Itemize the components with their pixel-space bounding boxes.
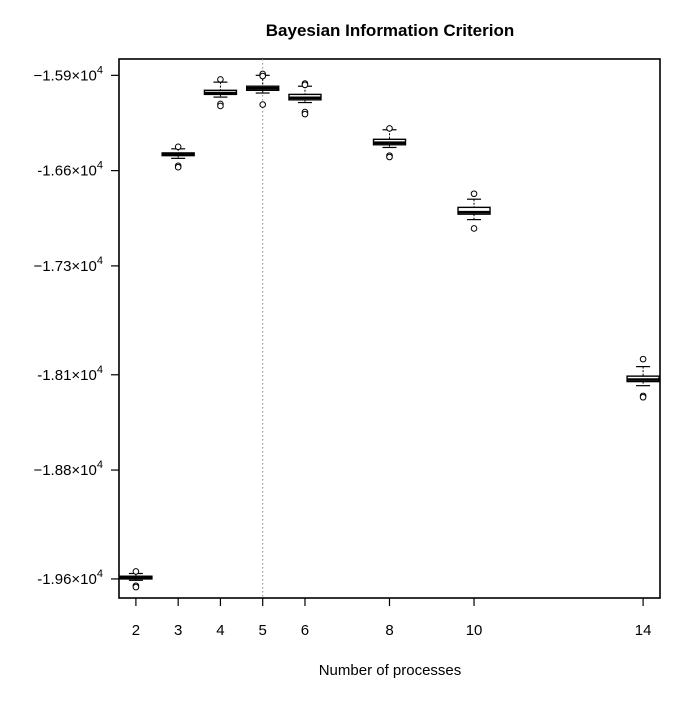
y-tick-exponent: 4 (97, 160, 103, 172)
box-outlier-point (174, 163, 182, 171)
y-tick-label: −1.59×104 (33, 64, 103, 84)
x-axis-label: Number of processes (319, 662, 462, 679)
box-group-6 (288, 80, 322, 118)
y-axis: −1.59×104-1.66×104−1.73×104-1.81×104−1.8… (33, 64, 119, 588)
x-tick-label: 6 (301, 622, 309, 639)
box-outlier-point (259, 101, 267, 108)
x-tick-label: 4 (216, 622, 224, 639)
x-tick-label: 3 (174, 622, 182, 639)
box-group-14 (626, 355, 660, 401)
y-tick-times: ×10 (71, 258, 96, 275)
y-tick-times: ×10 (71, 67, 96, 84)
box-outlier-point (386, 153, 393, 161)
box-outlier-point (639, 355, 647, 363)
box-outlier-point (301, 81, 309, 89)
box-outlier-point (217, 102, 224, 110)
box-group-2 (119, 568, 153, 591)
box-outlier-point (217, 76, 224, 83)
y-tick-times: ×10 (71, 163, 96, 180)
y-tick-exponent: 4 (97, 255, 103, 267)
y-tick-mantissa: −1.88 (33, 462, 71, 479)
y-tick-mantissa: -1.81 (37, 367, 71, 384)
y-tick-label: -1.66×104 (37, 160, 103, 180)
y-tick-exponent: 4 (97, 64, 103, 76)
x-tick-label: 5 (259, 622, 267, 639)
box-outlier-point (386, 125, 393, 132)
x-tick-label: 14 (635, 622, 652, 639)
box-group-4 (203, 76, 238, 110)
y-tick-times: ×10 (71, 571, 96, 588)
y-tick-times: ×10 (71, 367, 96, 384)
chart-title: Bayesian Information Criterion (266, 21, 514, 40)
y-tick-exponent: 4 (97, 364, 103, 376)
y-tick-label: -1.96×104 (37, 568, 103, 588)
boxplot-series (119, 70, 660, 591)
x-tick-label: 2 (132, 622, 140, 639)
y-tick-times: ×10 (71, 462, 96, 479)
x-axis: 2 3 4 5 6 8 10 14 (132, 598, 652, 639)
y-tick-mantissa: −1.73 (33, 258, 71, 275)
box-body (457, 206, 491, 215)
box-outlier-point (174, 143, 182, 151)
box-outlier-point (639, 393, 647, 401)
x-tick-label: 10 (466, 622, 483, 639)
box-group-10 (457, 190, 491, 232)
y-tick-mantissa: -1.66 (37, 163, 71, 180)
y-tick-label: -1.81×104 (37, 364, 103, 384)
y-tick-mantissa: −1.59 (33, 67, 71, 84)
box-outlier-point (132, 583, 140, 591)
box-outlier-point (470, 190, 478, 198)
box-group-8 (372, 125, 407, 161)
y-tick-label: −1.73×104 (33, 255, 103, 275)
box-group-3 (161, 143, 195, 171)
y-tick-mantissa: -1.96 (37, 571, 71, 588)
box-group-5 (246, 70, 280, 108)
x-tick-label: 8 (385, 622, 393, 639)
y-tick-label: −1.88×104 (33, 459, 103, 479)
box-outlier-point (301, 110, 309, 118)
box-outlier-point (470, 225, 478, 232)
y-tick-exponent: 4 (97, 459, 103, 471)
box-outlier-point (132, 568, 140, 575)
y-tick-exponent: 4 (97, 568, 103, 580)
box-outlier-point (259, 72, 267, 80)
